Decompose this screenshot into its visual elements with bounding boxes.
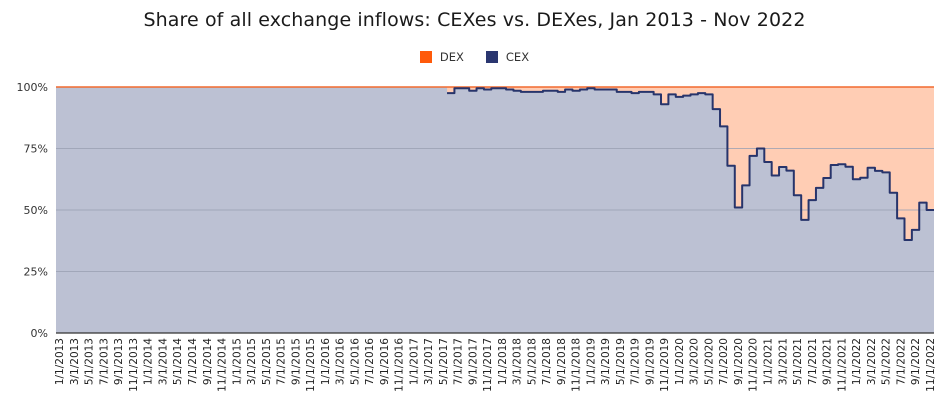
y-axis: 0% 25% 50% 75% 100%	[17, 81, 48, 340]
x-tick-label: 1/1/2021	[762, 338, 774, 385]
x-tick-label: 1/1/2020	[674, 338, 686, 385]
x-tick-label: 1/1/2022	[851, 338, 863, 385]
x-tick-label: 5/1/2022	[881, 338, 893, 385]
x-tick-label: 11/1/2013	[128, 338, 140, 392]
x-axis: 1/1/2013 3/1/2013 5/1/2013 7/1/2013 9/1/2013…	[54, 332, 937, 392]
x-tick-label: 9/1/2016	[379, 338, 391, 385]
x-tick-label: 9/1/2017	[467, 338, 479, 385]
x-tick-label: 3/1/2021	[777, 338, 789, 385]
gridlines	[56, 86, 934, 272]
x-tick-label: 3/1/2016	[335, 338, 347, 385]
x-tick-label: 5/1/2019	[615, 338, 627, 385]
cex-step-line	[447, 87, 934, 242]
x-tick-label: 1/1/2015	[231, 338, 243, 385]
x-tick-label: 1/1/2014	[143, 338, 155, 385]
x-tick-label: 7/1/2021	[807, 338, 819, 385]
dex-swatch-icon	[419, 51, 432, 63]
x-tick-label: 3/1/2018	[512, 338, 524, 385]
legend: DEX CEX	[0, 50, 949, 64]
x-tick-label: 1/1/2013	[54, 338, 66, 385]
x-tick-label: 3/1/2020	[689, 338, 701, 385]
x-tick-label: 1/1/2016	[320, 338, 332, 385]
x-tick-label: 7/1/2016	[364, 338, 376, 385]
y-tick-label: 25%	[24, 266, 48, 279]
x-tick-label: 9/1/2013	[113, 338, 125, 385]
x-tick-label: 7/1/2018	[541, 338, 553, 385]
x-tick-label: 1/1/2017	[408, 338, 420, 385]
y-tick-label: 75%	[24, 143, 48, 156]
x-tick-label: 5/1/2014	[172, 338, 184, 385]
cex-line	[447, 87, 934, 242]
x-tick-label: 7/1/2015	[276, 338, 288, 385]
x-tick-label: 7/1/2017	[453, 338, 465, 385]
x-tick-label: 11/1/2021	[836, 338, 848, 392]
x-tick-label: 9/1/2019	[644, 338, 656, 385]
x-tick-label: 11/1/2019	[659, 338, 671, 392]
legend-label-dex: DEX	[439, 50, 464, 64]
x-tick-label: 1/1/2019	[585, 338, 597, 385]
legend-item-dex[interactable]: DEX	[419, 50, 464, 64]
y-tick-label: 100%	[17, 81, 48, 94]
x-tick-label: 7/1/2019	[630, 338, 642, 385]
x-tick-label: 11/1/2018	[571, 338, 583, 392]
x-tick-label: 3/1/2014	[157, 338, 169, 385]
x-tick-label: 9/1/2020	[733, 338, 745, 385]
x-tick-label: 7/1/2014	[187, 338, 199, 385]
x-tick-label: 3/1/2019	[600, 338, 612, 385]
x-tick-label: 9/1/2021	[822, 338, 834, 385]
x-tick-label: 11/1/2020	[748, 338, 760, 392]
x-tick-label: 5/1/2013	[84, 338, 96, 385]
x-tick-label: 3/1/2022	[866, 338, 878, 385]
x-tick-label: 9/1/2018	[556, 338, 568, 385]
x-tick-label: 5/1/2015	[261, 338, 273, 385]
chart-title: Share of all exchange inflows: CEXes vs.…	[143, 9, 806, 31]
x-tick-label: 7/1/2013	[98, 338, 110, 385]
x-tick-label: 9/1/2022	[910, 338, 922, 385]
x-tick-label: 11/1/2016	[394, 338, 406, 392]
x-tick-label: 3/1/2015	[246, 338, 258, 385]
legend-label-cex: CEX	[505, 50, 530, 64]
legend-item-cex[interactable]: CEX	[485, 50, 530, 64]
x-tick-label: 3/1/2013	[69, 338, 81, 385]
x-tick-label: 5/1/2017	[438, 338, 450, 385]
x-tick-label: 5/1/2021	[792, 338, 804, 385]
x-tick-label: 9/1/2015	[290, 338, 302, 385]
x-tick-label: 11/1/2015	[305, 338, 317, 392]
y-tick-label: 0%	[31, 327, 48, 340]
x-tick-label: 9/1/2014	[202, 338, 214, 385]
x-tick-label: 5/1/2016	[349, 338, 361, 385]
x-tick-label: 5/1/2018	[526, 338, 538, 385]
x-tick-label: 11/1/2017	[482, 338, 494, 392]
x-tick-label: 7/1/2022	[895, 338, 907, 385]
x-tick-label: 11/1/2014	[217, 338, 229, 392]
y-tick-label: 50%	[24, 204, 48, 217]
x-tick-label: 3/1/2017	[423, 338, 435, 385]
x-tick-label: 1/1/2018	[497, 338, 509, 385]
x-tick-label: 11/1/2022	[925, 338, 937, 392]
x-tick-label: 5/1/2020	[703, 338, 715, 385]
cex-swatch-icon	[485, 51, 498, 63]
x-tick-label: 7/1/2020	[718, 338, 730, 385]
